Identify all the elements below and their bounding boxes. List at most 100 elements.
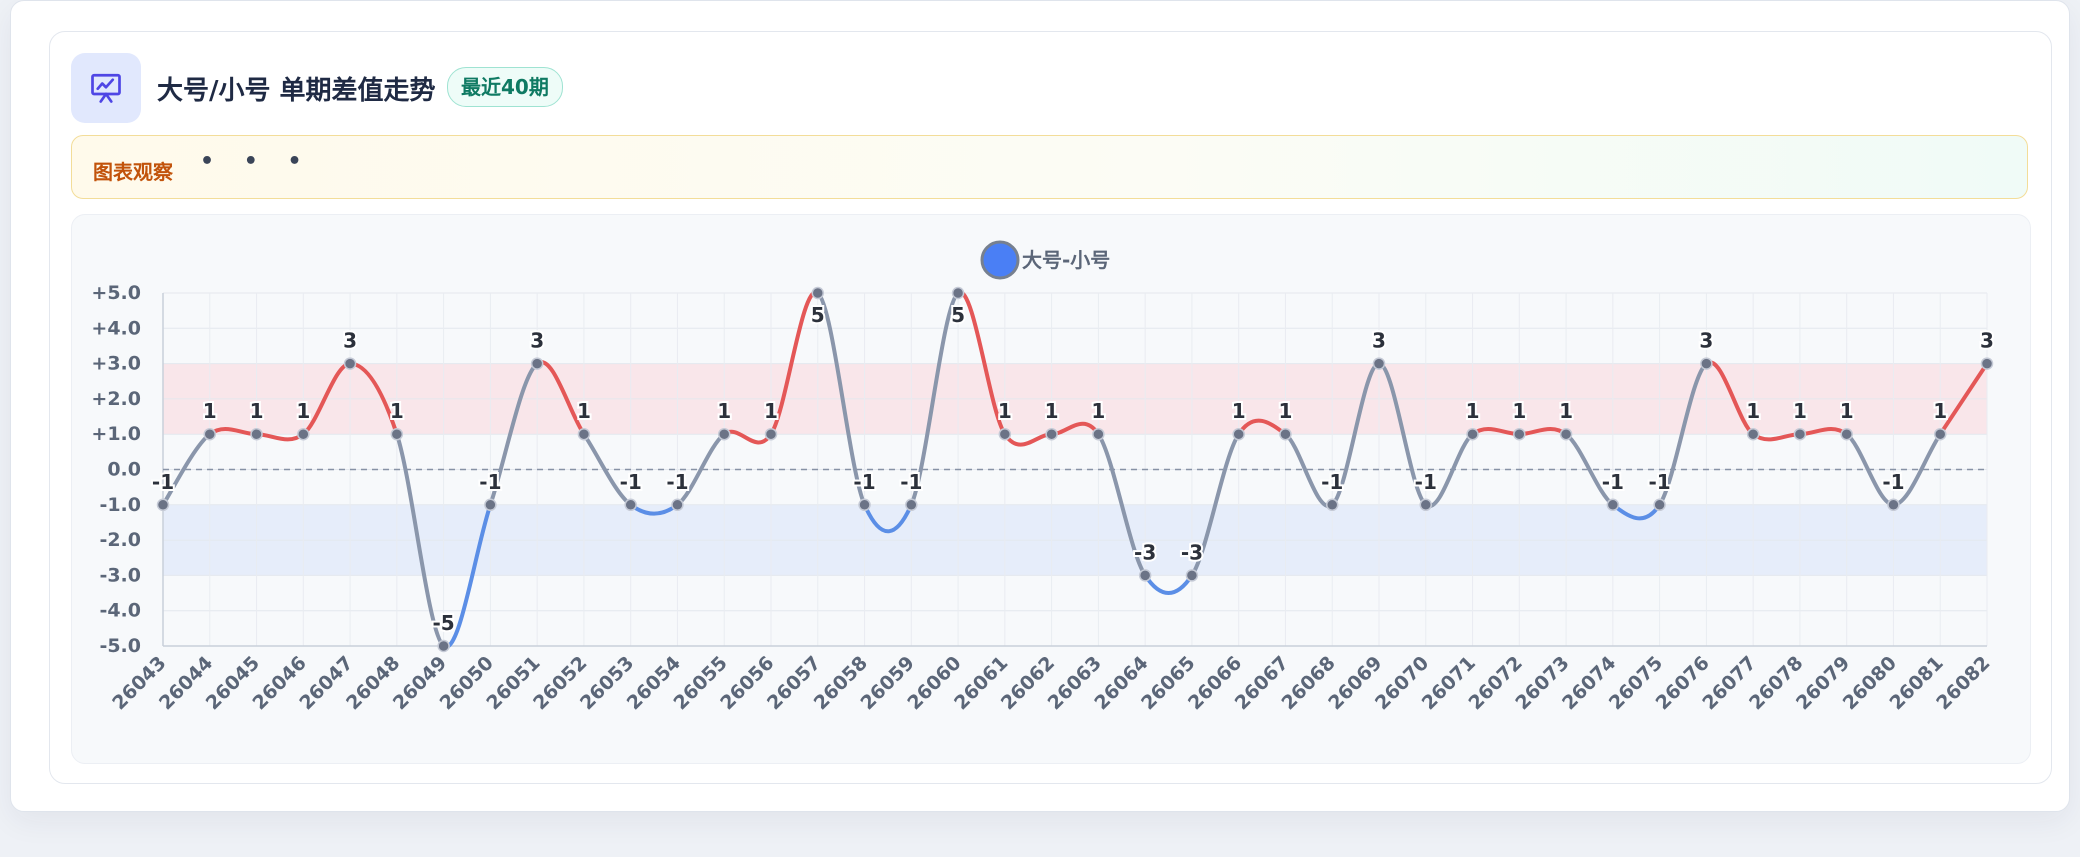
legend-swatch-icon: [980, 240, 1020, 280]
data-label: 3: [530, 329, 544, 353]
data-point: [998, 427, 1012, 441]
data-point: [530, 357, 544, 370]
data-label: -3: [1134, 540, 1156, 564]
data-point: [1653, 498, 1666, 512]
data-label: 1: [717, 399, 731, 423]
data-point: [671, 498, 684, 512]
data-label: -1: [853, 470, 875, 494]
y-tick-label: -1.0: [99, 494, 141, 516]
y-tick-label: +3.0: [91, 353, 141, 375]
data-label: -1: [620, 470, 642, 494]
line-segment: [1657, 361, 1709, 507]
data-label: 1: [1512, 399, 1526, 423]
data-label: -1: [900, 470, 922, 494]
data-label: -5: [433, 611, 455, 635]
period-badge: 最近40期: [447, 67, 563, 107]
data-point: [1933, 427, 1947, 441]
data-label: 3: [343, 329, 357, 353]
line-segment: [394, 432, 446, 648]
data-point: [577, 427, 591, 441]
line-segment: [909, 291, 961, 507]
chart-observation-bar[interactable]: 图表观察 • • •: [71, 135, 2028, 199]
data-point: [484, 498, 497, 512]
data-label: 1: [390, 399, 404, 423]
data-label: 3: [1699, 329, 1713, 353]
data-point: [1980, 357, 1994, 370]
data-point: [717, 427, 731, 441]
observation-label: 图表观察: [93, 160, 173, 184]
line-segment: [581, 432, 633, 507]
data-point: [1513, 427, 1526, 441]
data-label: -1: [479, 470, 501, 494]
data-label: -1: [1415, 470, 1437, 494]
data-point: [811, 286, 825, 300]
data-point: [1700, 357, 1713, 370]
data-point: [764, 427, 778, 441]
data-label: -1: [152, 470, 174, 494]
data-point: [1232, 427, 1245, 441]
data-label: -1: [666, 470, 688, 494]
y-tick-label: +5.0: [91, 282, 141, 304]
data-label: -3: [1181, 540, 1203, 564]
data-point: [905, 498, 918, 512]
data-point: [1746, 427, 1760, 441]
data-point: [624, 498, 637, 512]
data-label: 1: [203, 399, 217, 423]
line-segment: [1751, 432, 1802, 442]
data-point: [1606, 498, 1620, 512]
line-segment: [815, 291, 867, 507]
line-segment: [1096, 432, 1148, 578]
data-point: [1045, 427, 1058, 441]
data-label: 1: [1746, 399, 1760, 423]
data-point: [951, 286, 965, 300]
line-segment: [1377, 361, 1428, 507]
data-label: 1: [250, 399, 264, 423]
y-tick-label: -5.0: [99, 635, 141, 657]
data-point: [250, 427, 263, 441]
data-label: 5: [811, 303, 825, 327]
data-label: 1: [296, 399, 310, 423]
page-container: 大号/小号 单期差值走势 最近40期 图表观察 • • • +5.0 +4.0 +3…: [10, 0, 2070, 812]
data-label: 3: [1372, 329, 1386, 353]
data-label: 1: [1466, 399, 1480, 423]
data-label: 1: [1840, 399, 1854, 423]
y-tick-label: 0.0: [107, 459, 141, 481]
data-label: 1: [1933, 399, 1947, 423]
data-point: [1793, 427, 1807, 441]
y-tick-label: +2.0: [91, 388, 141, 410]
line-chart: +5.0 +4.0 +3.0 +2.0 +1.0 0.0 -1.0 -2.0 -3.0 -4.0 -…: [91, 240, 1996, 714]
data-point: [1840, 427, 1853, 441]
chart-panel: +5.0 +4.0 +3.0 +2.0 +1.0 0.0 -1.0 -2.0 -3.0 -4.0 -…: [71, 214, 2031, 764]
data-label: -1: [1882, 470, 1904, 494]
data-point: [1092, 427, 1105, 441]
data-point: [1279, 427, 1292, 441]
data-label: 1: [998, 399, 1012, 423]
data-point: [1887, 498, 1900, 512]
legend: 大号-小号: [980, 240, 1110, 280]
data-label: -1: [1649, 470, 1671, 494]
data-point: [1466, 427, 1479, 441]
data-point: [390, 427, 404, 441]
data-label: 1: [764, 399, 778, 423]
data-label: 1: [577, 399, 591, 423]
x-tick-label: 26082: [1932, 652, 1994, 714]
y-tick-label: +4.0: [91, 317, 141, 339]
data-point: [156, 498, 170, 512]
line-segment: [1002, 432, 1054, 447]
chart-title: 大号/小号 单期差值走势: [157, 76, 436, 106]
data-label: -1: [1321, 470, 1343, 494]
card-header: 大号/小号 单期差值走势 最近40期: [71, 53, 2031, 123]
data-label: 1: [1091, 399, 1105, 423]
data-label: -1: [1602, 470, 1624, 494]
line-segment: [1330, 361, 1381, 507]
data-point: [1185, 569, 1199, 582]
data-point: [203, 427, 217, 441]
y-tick-label: -2.0: [99, 529, 141, 551]
data-point: [1559, 427, 1573, 441]
line-segment: [1564, 432, 1615, 507]
loading-dots: • • •: [200, 149, 313, 174]
line-segment: [1189, 432, 1241, 578]
data-point: [1325, 498, 1339, 512]
line-segment: [488, 361, 540, 507]
data-point: [437, 639, 450, 653]
